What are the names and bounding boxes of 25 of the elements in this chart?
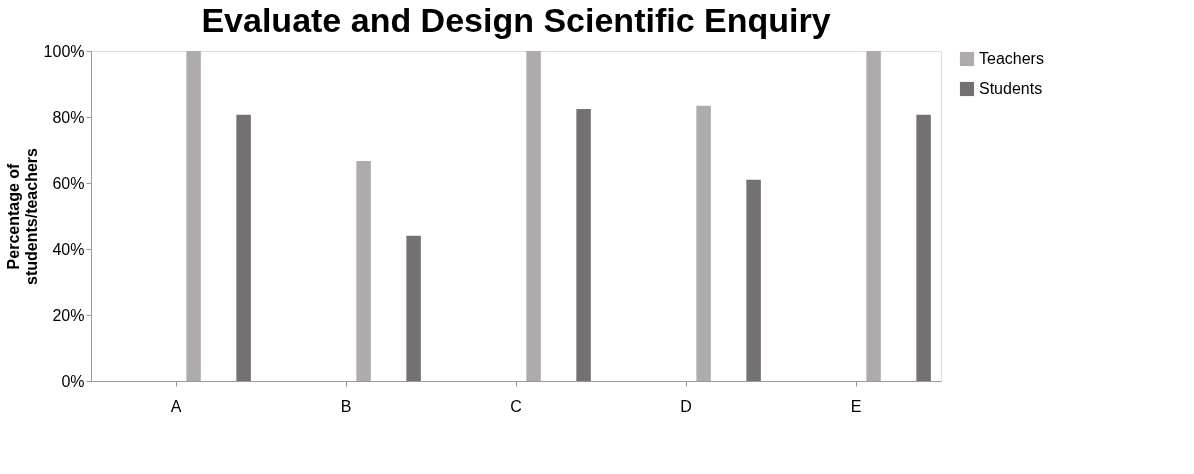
bar xyxy=(916,114,931,381)
y-tick-label: 60% xyxy=(52,174,85,192)
bar xyxy=(866,51,881,381)
legend-label: Teachers xyxy=(979,50,1044,67)
x-tick-label: B xyxy=(340,397,352,415)
bar xyxy=(526,51,541,381)
bar xyxy=(236,114,251,381)
x-tick-label: C xyxy=(510,397,522,415)
y-tick-label: 80% xyxy=(52,108,85,126)
chart-title: Evaluate and Design Scientific Enquiry xyxy=(201,1,831,39)
bar xyxy=(356,160,371,381)
bar xyxy=(696,105,711,381)
y-tick-label: 40% xyxy=(52,240,85,258)
x-tick-label: E xyxy=(850,397,862,415)
legend-label: Students xyxy=(979,80,1043,97)
x-tick-label: A xyxy=(170,397,182,415)
bar xyxy=(576,109,591,381)
bar xyxy=(186,51,201,381)
x-tick-label: D xyxy=(680,397,692,415)
y-axis-title: Percentage of students/teachers xyxy=(4,147,40,285)
bar xyxy=(746,179,761,381)
bar xyxy=(406,235,421,381)
y-tick-label: 0% xyxy=(61,372,85,390)
y-tick-label: 20% xyxy=(52,306,85,324)
y-tick-label: 100% xyxy=(43,42,85,60)
